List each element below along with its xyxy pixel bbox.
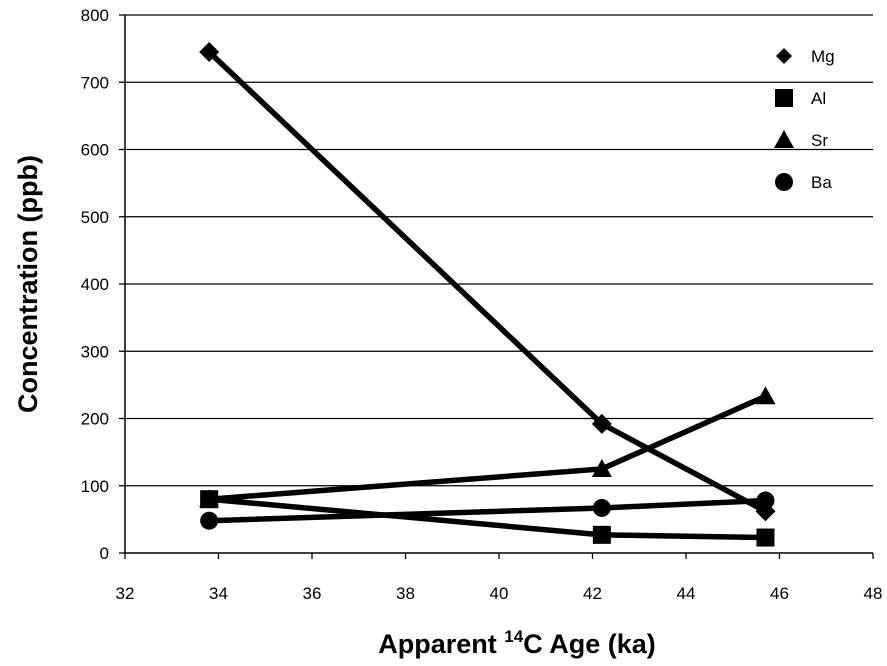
y-axis-title: Concentration (ppb) xyxy=(13,155,43,413)
series xyxy=(199,41,776,547)
legend: Mg Al Sr Ba xyxy=(774,47,835,192)
y-tick-label-0: 0 xyxy=(100,544,109,563)
x-tick-label-42: 42 xyxy=(583,584,602,603)
x-axis-title-suffix: C Age (ka) xyxy=(523,629,656,659)
legend-label-ba: Ba xyxy=(811,173,832,192)
tick-labels: 0 100 200 300 400 500 600 700 800 32 34 36 38 40 42 44 4… xyxy=(81,6,883,603)
x-tick-label-44: 44 xyxy=(677,584,696,603)
legend-item-al: Al xyxy=(775,89,826,108)
point-sr-1 xyxy=(591,458,612,477)
x-tick-label-36: 36 xyxy=(303,584,322,603)
y-tick-label-100: 100 xyxy=(81,477,109,496)
legend-marker-ba xyxy=(775,173,793,191)
legend-marker-mg xyxy=(776,48,792,64)
series-sr xyxy=(199,386,776,508)
series-line-sr xyxy=(208,393,767,502)
y-tick-label-600: 600 xyxy=(81,141,109,160)
legend-label-mg: Mg xyxy=(811,47,835,66)
legend-label-sr: Sr xyxy=(811,131,828,150)
x-tick-label-46: 46 xyxy=(770,584,789,603)
point-ba-2 xyxy=(756,491,775,510)
x-axis-title: Apparent 14C Age (ka) xyxy=(378,627,655,659)
legend-marker-al xyxy=(775,89,793,107)
y-tick-label-200: 200 xyxy=(81,410,109,429)
point-ba-0 xyxy=(200,511,219,530)
series-mg xyxy=(199,41,776,522)
point-mg-0 xyxy=(199,41,220,62)
point-al-2 xyxy=(756,528,775,547)
point-sr-2 xyxy=(755,386,776,405)
series-ba xyxy=(200,491,775,530)
x-axis-title-prefix: Apparent xyxy=(378,629,504,659)
legend-marker-sr xyxy=(774,130,794,148)
point-al-1 xyxy=(592,525,611,544)
x-tick-label-40: 40 xyxy=(490,584,509,603)
point-ba-1 xyxy=(592,498,611,517)
point-mg-1 xyxy=(591,413,612,434)
legend-item-ba: Ba xyxy=(775,173,832,192)
x-tick-label-48: 48 xyxy=(864,584,883,603)
y-tick-label-400: 400 xyxy=(81,275,109,294)
x-tick-label-38: 38 xyxy=(396,584,415,603)
legend-label-al: Al xyxy=(811,89,826,108)
series-line-mg xyxy=(207,49,767,514)
point-sr-0 xyxy=(199,489,220,508)
x-tick-label-32: 32 xyxy=(116,584,135,603)
legend-item-mg: Mg xyxy=(776,47,835,66)
axes xyxy=(119,14,874,559)
grid-lines xyxy=(125,14,873,487)
legend-item-sr: Sr xyxy=(774,130,828,150)
y-tick-label-700: 700 xyxy=(81,73,109,92)
y-tick-label-800: 800 xyxy=(81,6,109,25)
x-tick-label-34: 34 xyxy=(209,584,228,603)
x-axis-title-superscript: 14 xyxy=(504,627,523,646)
y-tick-label-300: 300 xyxy=(81,342,109,361)
series-line-ba xyxy=(209,497,766,524)
y-tick-label-500: 500 xyxy=(81,208,109,227)
